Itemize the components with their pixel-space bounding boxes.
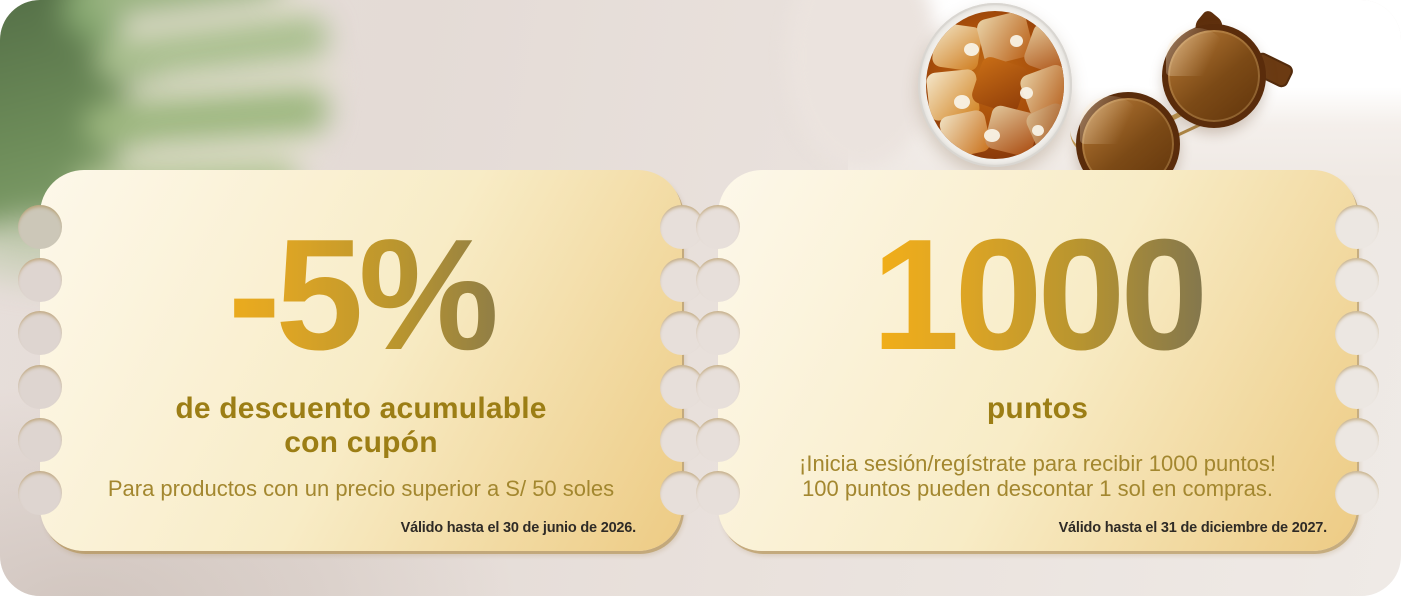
- coupon-edge-notch: [1335, 365, 1379, 409]
- points-validity-date: Válido hasta el 31 de diciembre de 2027.: [1058, 520, 1328, 536]
- coupon-edge-notch: [18, 418, 62, 462]
- coupon-edge-notch: [1335, 471, 1379, 515]
- foam-dot: [964, 43, 979, 56]
- coupon-edge-notch: [18, 205, 62, 249]
- coupon-edge-notch: [696, 418, 740, 462]
- discount-validity-date: Válido hasta el 30 de junio de 2026.: [400, 520, 637, 536]
- coupon-edge-notch: [696, 205, 740, 249]
- coupon-edge-notch: [696, 365, 740, 409]
- coupon-edge-notch: [18, 471, 62, 515]
- coupon-edge-notch: [18, 311, 62, 355]
- coupon-edge-notch: [18, 365, 62, 409]
- coupon-discount-card[interactable]: -5% de descuento acumulable con cupón Pa…: [18, 170, 704, 551]
- points-conditions-line1: ¡Inicia sesión/regístrate para recibir 1…: [799, 451, 1276, 476]
- coupon-edge-notch: [696, 311, 740, 355]
- iced-drink-icon: [918, 3, 1072, 167]
- foam-dot: [984, 129, 1000, 142]
- discount-subtitle-line2: con cupón: [284, 426, 438, 459]
- coupon-edge-notch: [18, 258, 62, 302]
- coupon-edge-notch: [1335, 205, 1379, 249]
- foam-dot: [954, 95, 970, 109]
- drink-liquid: [926, 11, 1064, 159]
- foam-dot: [1032, 125, 1044, 136]
- coupon-edge-notch: [1335, 258, 1379, 302]
- coupon-edge-notch: [1335, 311, 1379, 355]
- points-conditions: ¡Inicia sesión/regístrate para recibir 1…: [718, 451, 1357, 501]
- coupon-edge-notch: [696, 471, 740, 515]
- points-headline: 1000: [718, 216, 1357, 374]
- discount-headline: -5%: [40, 216, 682, 374]
- coupon-points-card[interactable]: 1000 puntos ¡Inicia sesión/regístrate pa…: [696, 170, 1379, 551]
- foam-dot: [1010, 35, 1023, 47]
- points-subtitle: puntos: [986, 392, 1089, 425]
- discount-conditions: Para productos con un precio superior a …: [107, 476, 615, 501]
- points-conditions-line2: 100 puntos pueden descontar 1 sol en com…: [802, 476, 1273, 501]
- discount-subtitle-line1: de descuento acumulable: [175, 392, 547, 425]
- foam-dot: [1020, 87, 1033, 99]
- discount-subtitle: de descuento acumulable con cupón: [40, 392, 682, 460]
- coupon-edge-notch: [696, 258, 740, 302]
- sunglasses-lens-icon: [1162, 24, 1266, 128]
- coupon-edge-notch: [1335, 418, 1379, 462]
